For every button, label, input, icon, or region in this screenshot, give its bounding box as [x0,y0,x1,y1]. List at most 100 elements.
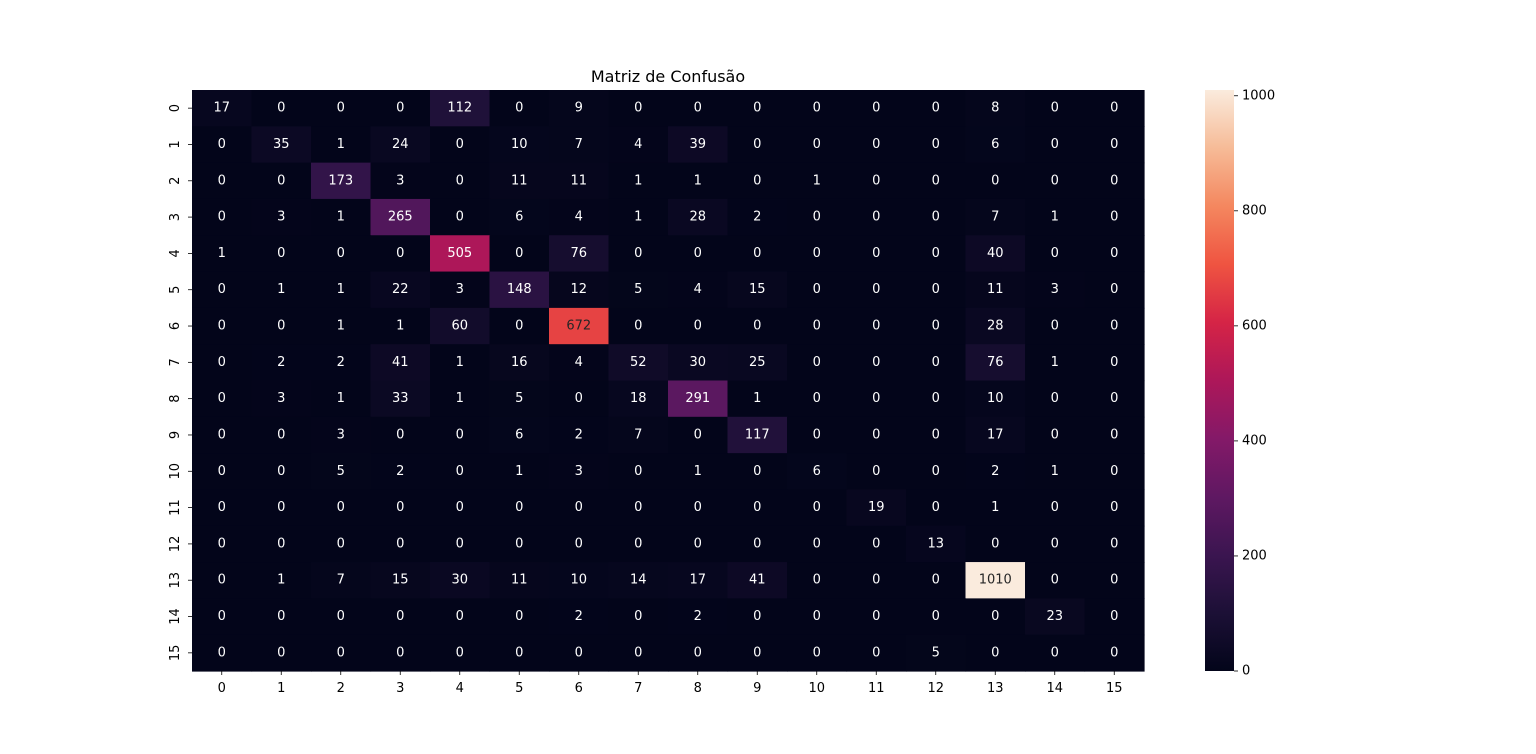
heatmap-cell [906,90,967,127]
heatmap-cell [311,235,372,273]
heatmap-cell [192,489,253,527]
cell-value-label: 291 [685,391,710,406]
cell-value-label: 0 [813,101,821,116]
cell-value-label: 0 [991,173,999,188]
cell-value-label: 0 [456,645,464,660]
heatmap-cell [549,416,610,454]
cell-value-label: 13 [927,536,944,551]
cell-value-label: 0 [456,464,464,479]
x-tick-label: 11 [868,681,885,696]
heatmap-cell [906,416,967,454]
heatmap-cell [846,525,907,563]
cell-value-label: 0 [337,500,345,515]
cell-value-label: 0 [515,500,523,515]
heatmap-cell [787,416,848,454]
cell-value-label: 0 [515,645,523,660]
cell-value-label: 0 [872,173,880,188]
cell-value-label: 1 [277,282,285,297]
y-tick-label: 7 [168,358,183,366]
cell-value-label: 0 [753,464,761,479]
heatmap-cell [727,598,788,636]
cell-value-label: 0 [277,427,285,442]
cell-value-label: 0 [634,246,642,261]
cell-value-label: 1 [1051,355,1059,370]
cell-value-label: 0 [277,536,285,551]
heatmap-cell [430,416,491,454]
cell-value-label: 173 [328,173,353,188]
cell-value-label: 0 [932,427,940,442]
cell-value-label: 112 [447,101,472,116]
heatmap-cell [965,235,1026,273]
cell-value-label: 24 [392,137,409,152]
cell-value-label: 11 [511,173,528,188]
cell-value-label: 1 [634,210,642,225]
cell-value-label: 0 [277,101,285,116]
cell-value-label: 0 [872,355,880,370]
cell-value-label: 0 [872,319,880,334]
cell-value-label: 2 [694,609,702,624]
y-tick-label: 15 [168,645,183,662]
heatmap-cell [311,198,372,236]
heatmap-cell [668,416,729,454]
cell-value-label: 0 [277,246,285,261]
heatmap-cell [846,489,907,527]
heatmap-cell [668,271,729,309]
cell-value-label: 22 [392,282,409,297]
heatmap-cell [608,162,669,200]
heatmap-cell [192,525,253,563]
heatmap-cell [549,198,610,236]
heatmap-cell [311,162,372,200]
heatmap-cell [965,126,1026,164]
cell-value-label: 0 [456,536,464,551]
cell-value-label: 1 [515,464,523,479]
cell-value-label: 12 [570,282,587,297]
x-tick-label: 13 [987,681,1004,696]
cell-value-label: 0 [1110,573,1118,588]
cell-value-label: 0 [218,500,226,515]
heatmap-cell [906,525,967,563]
heatmap-cell [251,598,312,636]
heatmap-cell [608,634,669,672]
heatmap-cell [311,453,372,491]
heatmap-cell [311,489,372,527]
heatmap-cell [906,162,967,200]
cell-value-label: 4 [575,210,583,225]
cell-value-label: 7 [575,137,583,152]
heatmap-cell [430,307,491,345]
heatmap-cell [608,126,669,164]
heatmap-cell [1084,634,1145,672]
cell-value-label: 0 [813,500,821,515]
y-tick-label: 10 [168,463,183,480]
cell-value-label: 0 [1110,500,1118,515]
cell-value-label: 1 [694,173,702,188]
heatmap-cell [608,416,669,454]
heatmap-cell [668,598,729,636]
cell-value-label: 0 [1110,391,1118,406]
heatmap-cell [549,235,610,273]
cell-value-label: 0 [575,500,583,515]
heatmap-cell [1025,489,1086,527]
cell-value-label: 1 [277,573,285,588]
heatmap-cell [906,453,967,491]
cell-value-label: 0 [813,391,821,406]
heatmap-cell [787,489,848,527]
heatmap-cell [608,271,669,309]
heatmap-cell [311,525,372,563]
heatmap-cell [787,634,848,672]
cell-value-label: 0 [634,609,642,624]
heatmap-cell [727,126,788,164]
heatmap-cell [906,198,967,236]
cell-value-label: 9 [575,101,583,116]
heatmap-cell [370,162,431,200]
heatmap-cell [370,562,431,599]
cell-value-label: 8 [991,101,999,116]
heatmap-cell [1084,235,1145,273]
heatmap-cell [906,307,967,345]
heatmap-cell [430,235,491,273]
cell-value-label: 35 [273,137,290,152]
heatmap-cell [430,90,491,127]
heatmap-cell [1084,90,1145,127]
cell-value-label: 0 [634,645,642,660]
cell-value-label: 11 [511,573,528,588]
cell-value-label: 0 [218,173,226,188]
